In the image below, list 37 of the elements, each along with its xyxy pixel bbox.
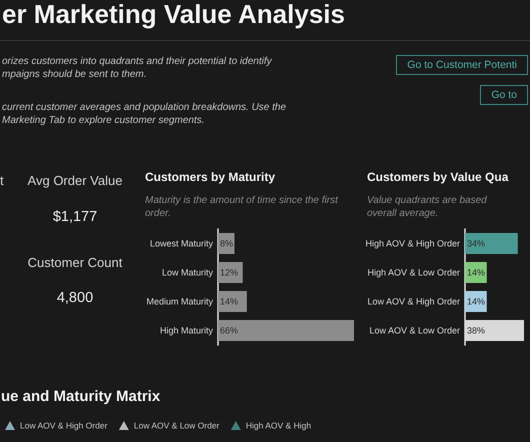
data-label: 12%: [220, 268, 238, 278]
y-tick-label: High AOV & High Order: [365, 238, 460, 248]
legend-label: Low AOV & High Order: [20, 420, 108, 430]
data-label: 8%: [220, 238, 234, 248]
y-tick-label: Low AOV & High Order: [367, 296, 460, 306]
text: $1,177: [52, 208, 98, 226]
y-tick-label: Lowest Maturity: [150, 238, 214, 248]
data-label: 14%: [467, 268, 486, 278]
y-tick-label: Low AOV & Low Order: [369, 326, 460, 336]
chart-subtitle: Value quadrants are based overall average.: [367, 194, 488, 220]
legend-label: High AOV & High: [246, 420, 312, 430]
y-tick-label: High AOV & Low Order: [367, 268, 460, 278]
chart-title: Customers by Value Qua: [367, 169, 508, 185]
data-label: 14%: [220, 296, 238, 306]
chart-title: Customers by Maturity: [145, 169, 276, 185]
data-label: 14%: [467, 296, 486, 306]
text: current customer averages and population breakdowns. Use the: [2, 101, 286, 114]
data-label: 38%: [467, 326, 486, 336]
text: t: [0, 173, 4, 189]
bar: [218, 320, 354, 341]
text: ue and Maturity Matrix: [1, 388, 160, 405]
text: mpaigns should be sent to them.: [2, 68, 147, 81]
y-tick-label: Low Maturity: [162, 268, 214, 278]
text: er Marketing Value Analysis: [2, 0, 345, 29]
link-button[interactable]: Go to: [480, 85, 528, 105]
data-label: 66%: [220, 326, 238, 336]
text: Avg Order Value: [26, 173, 124, 189]
y-tick-label: High Maturity: [160, 326, 214, 336]
text: orizes customers into quadrants and their potential to identify: [2, 55, 272, 68]
text: 4,800: [56, 289, 94, 307]
y-tick-label: Medium Maturity: [146, 296, 214, 306]
text: Marketing Tab to explore customer segments.: [2, 114, 205, 127]
bar: [218, 291, 247, 312]
chart-subtitle: Maturity is the amount of time since the first order.: [145, 194, 340, 220]
text: Customer Count: [26, 255, 124, 271]
link-button[interactable]: Go to Customer Potenti: [396, 55, 528, 75]
data-label: 34%: [467, 238, 486, 248]
